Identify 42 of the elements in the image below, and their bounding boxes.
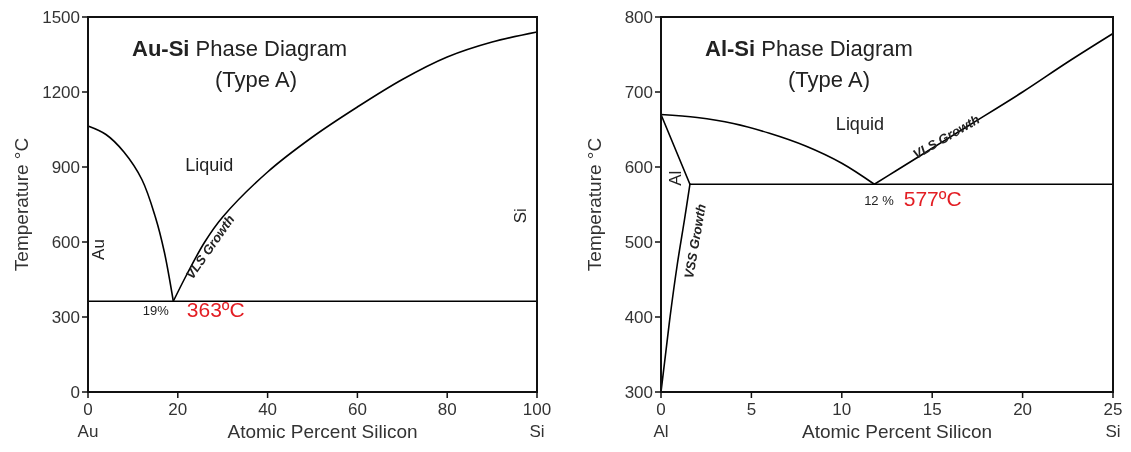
x-tick-label: 40 bbox=[258, 400, 278, 419]
x-tick-label: 5 bbox=[746, 400, 757, 419]
x-tick-label: 60 bbox=[347, 400, 367, 419]
x-tick-label: 25 Si bbox=[1103, 400, 1123, 441]
y-tick-label: 1500 bbox=[42, 8, 80, 27]
y-tick-label: 0 bbox=[70, 383, 80, 402]
x-tick-label: 15 bbox=[922, 400, 942, 419]
x-tick-label: 20 bbox=[1013, 400, 1033, 419]
text: (Type A) bbox=[788, 67, 870, 92]
text: Al-Si Phase Diagram bbox=[705, 36, 913, 61]
x-tick-label: 80 bbox=[437, 400, 457, 419]
x-axis-title: Atomic Percent Silicon bbox=[801, 421, 993, 442]
x-tick-label: 20 bbox=[168, 400, 188, 419]
text: Au-Si Phase Diagram bbox=[132, 36, 348, 61]
annotation: Au bbox=[88, 239, 108, 260]
text: (Type A) bbox=[215, 67, 297, 92]
y-tick-label: 300 bbox=[51, 308, 80, 327]
y-axis-title: Temperature °C bbox=[11, 137, 32, 272]
y-tick-label: 300 bbox=[624, 383, 653, 402]
x-tick-label: 0 Au bbox=[77, 400, 99, 441]
x-axis-title: Atomic Percent Silicon bbox=[227, 421, 418, 442]
annotation: 577ºC bbox=[903, 187, 962, 211]
y-tick-label: 800 bbox=[624, 8, 653, 27]
y-tick-label: 500 bbox=[624, 233, 653, 252]
x-tick-label: 0 Al bbox=[653, 400, 669, 441]
annotation: Liquid bbox=[185, 154, 234, 175]
annotation: 12 % bbox=[864, 192, 895, 208]
annotation: VSS Growth bbox=[681, 202, 709, 280]
annotation: Si bbox=[510, 208, 530, 224]
y-tick-label: 700 bbox=[624, 83, 653, 102]
annotation: 19% bbox=[142, 303, 170, 319]
y-tick-label: 600 bbox=[624, 158, 653, 177]
annotation: Al bbox=[665, 170, 685, 186]
x-tick-label: 100 Si bbox=[522, 400, 552, 441]
y-tick-label: 600 bbox=[51, 233, 80, 252]
x-tick-label: 10 bbox=[832, 400, 852, 419]
y-tick-label: 900 bbox=[51, 158, 80, 177]
annotation: 363ºC bbox=[186, 298, 245, 321]
y-tick-label: 400 bbox=[624, 308, 653, 327]
y-tick-label: 1200 bbox=[42, 83, 80, 102]
annotation: Liquid bbox=[835, 113, 884, 134]
y-axis-title: Temperature °C bbox=[584, 137, 605, 272]
